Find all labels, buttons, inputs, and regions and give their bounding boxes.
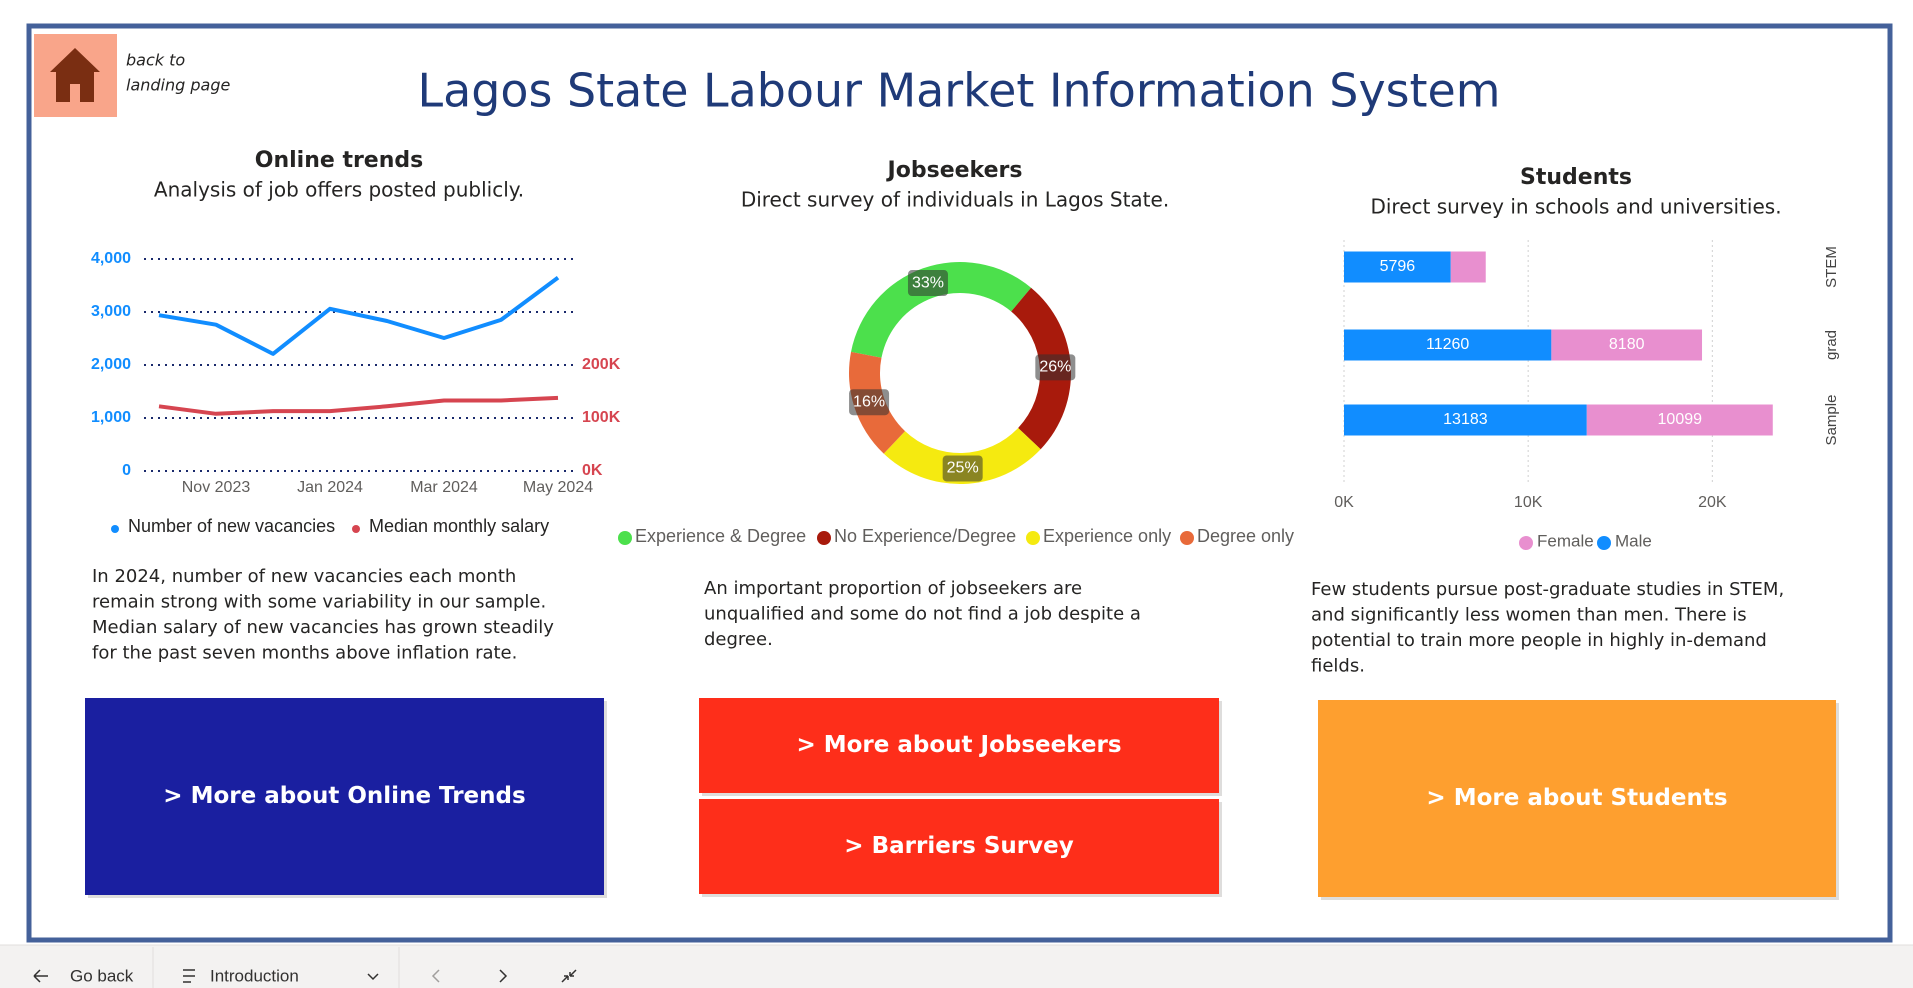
home-link-text[interactable]: landing page [126,76,230,95]
data-label: 25% [947,460,979,477]
back-icon [33,969,48,983]
nav-button[interactable] [1318,700,1836,897]
legend-marker [352,525,360,533]
legend-label: Median monthly salary [369,516,549,536]
nav-button-label[interactable]: > More about Jobseekers [796,732,1121,758]
x-tick-label: Jan 2024 [297,479,363,496]
data-label: 13183 [1443,411,1488,428]
nav-button[interactable] [699,698,1219,793]
x-tick-label: Mar 2024 [410,479,478,496]
data-label-background [1035,354,1076,381]
data-label: 33% [912,274,944,291]
legend-marker [111,525,119,533]
legend-label: No Experience/Degree [834,526,1016,546]
data-label: 10099 [1658,411,1703,428]
section-description: Few students pursue post-graduate studie… [1311,579,1784,600]
previous-page-button[interactable] [431,969,440,983]
section-description: fields. [1311,656,1365,677]
footer-bar [0,945,1913,988]
x-tick-label: 10K [1514,494,1543,511]
y-tick-label: grad [1823,330,1840,360]
section-description: and significantly less women than men. T… [1311,605,1747,626]
home-link[interactable]: back to landing page [34,34,230,117]
fit-to-page-button[interactable] [561,969,577,983]
data-label: 5796 [1380,258,1416,275]
y-tick-label: Sample [1823,395,1840,446]
y-tick-label: 2,000 [91,356,131,373]
bar-segment [1344,404,1587,436]
y-tick-label: 0 [122,462,131,479]
legend-marker [618,531,632,545]
section-description: for the past seven months above inflatio… [92,643,517,664]
data-label-background [907,270,948,297]
x-tick-label: Nov 2023 [182,479,251,496]
section-description: degree. [704,629,773,650]
section-heading: Online trends [255,148,423,173]
bar-segment [1344,329,1552,361]
section-description: In 2024, number of new vacancies each mo… [92,566,516,587]
section-description: An important proportion of jobseekers ar… [704,578,1082,599]
home-link-text[interactable]: back to [126,51,185,70]
section-description: potential to train more people in highly… [1311,630,1767,651]
section-subheading: Direct survey of individuals in Lagos St… [741,188,1169,212]
legend-marker [1597,536,1611,550]
y2-tick-label: 100K [582,409,621,426]
legend-label: Experience & Degree [635,526,806,546]
section-heading: Students [1520,165,1632,190]
bar-segment [1586,404,1773,436]
legend-label: Number of new vacancies [128,516,335,536]
nav-button[interactable] [85,698,604,895]
go-back-button[interactable]: Go back [70,966,134,985]
section-description: remain strong with some variability in o… [92,592,546,613]
nav-button-label[interactable]: > More about Students [1426,785,1727,811]
dropdown-chevron[interactable] [367,973,379,981]
bar-segment [1344,251,1451,283]
x-tick-label: May 2024 [523,479,593,496]
legend-label: Experience only [1043,526,1171,546]
line-series [158,395,559,416]
pages-icon [183,969,195,983]
bar-segment [1450,251,1486,283]
page-selector[interactable]: Introduction [210,966,299,985]
data-label: 16% [853,393,885,410]
legend-label: Female [1537,531,1594,550]
page-title: Lagos State Labour Market Information Sy… [418,64,1501,118]
nav-button-label[interactable]: > Barriers Survey [844,833,1073,859]
data-label: 11260 [1426,336,1469,353]
section-subheading: Analysis of job offers posted publicly. [154,178,524,202]
section-description: Median salary of new vacancies has grown… [92,617,554,638]
y-tick-label: 3,000 [91,303,131,320]
next-page-button[interactable] [499,969,508,983]
section-heading: Jobseekers [886,158,1023,183]
legend-marker [1180,531,1194,545]
y2-tick-label: 200K [582,356,621,373]
data-label: 8180 [1609,336,1645,353]
section-subheading: Direct survey in schools and universitie… [1370,195,1781,219]
nav-button-label[interactable]: > More about Online Trends [163,783,525,809]
y-tick-label: 1,000 [91,409,131,426]
bar-segment [1551,329,1703,361]
x-tick-label: 20K [1698,494,1727,511]
y-tick-label: 4,000 [91,250,131,267]
donut-slice [851,262,1032,358]
data-label-background [849,389,890,416]
data-label: 26% [1039,359,1071,376]
legend-marker [1519,536,1533,550]
home-icon [50,48,100,102]
nav-button[interactable] [699,799,1219,894]
data-label-background [942,455,983,482]
line-series [158,275,560,356]
y-tick-label: STEM [1823,246,1840,288]
legend-label: Male [1615,531,1652,550]
legend-label: Degree only [1197,526,1294,546]
section-description: unqualified and some do not find a job d… [704,604,1141,625]
x-tick-label: 0K [1334,494,1354,511]
legend-marker [817,531,831,545]
legend-marker [1026,531,1040,545]
y2-tick-label: 0K [582,462,603,479]
